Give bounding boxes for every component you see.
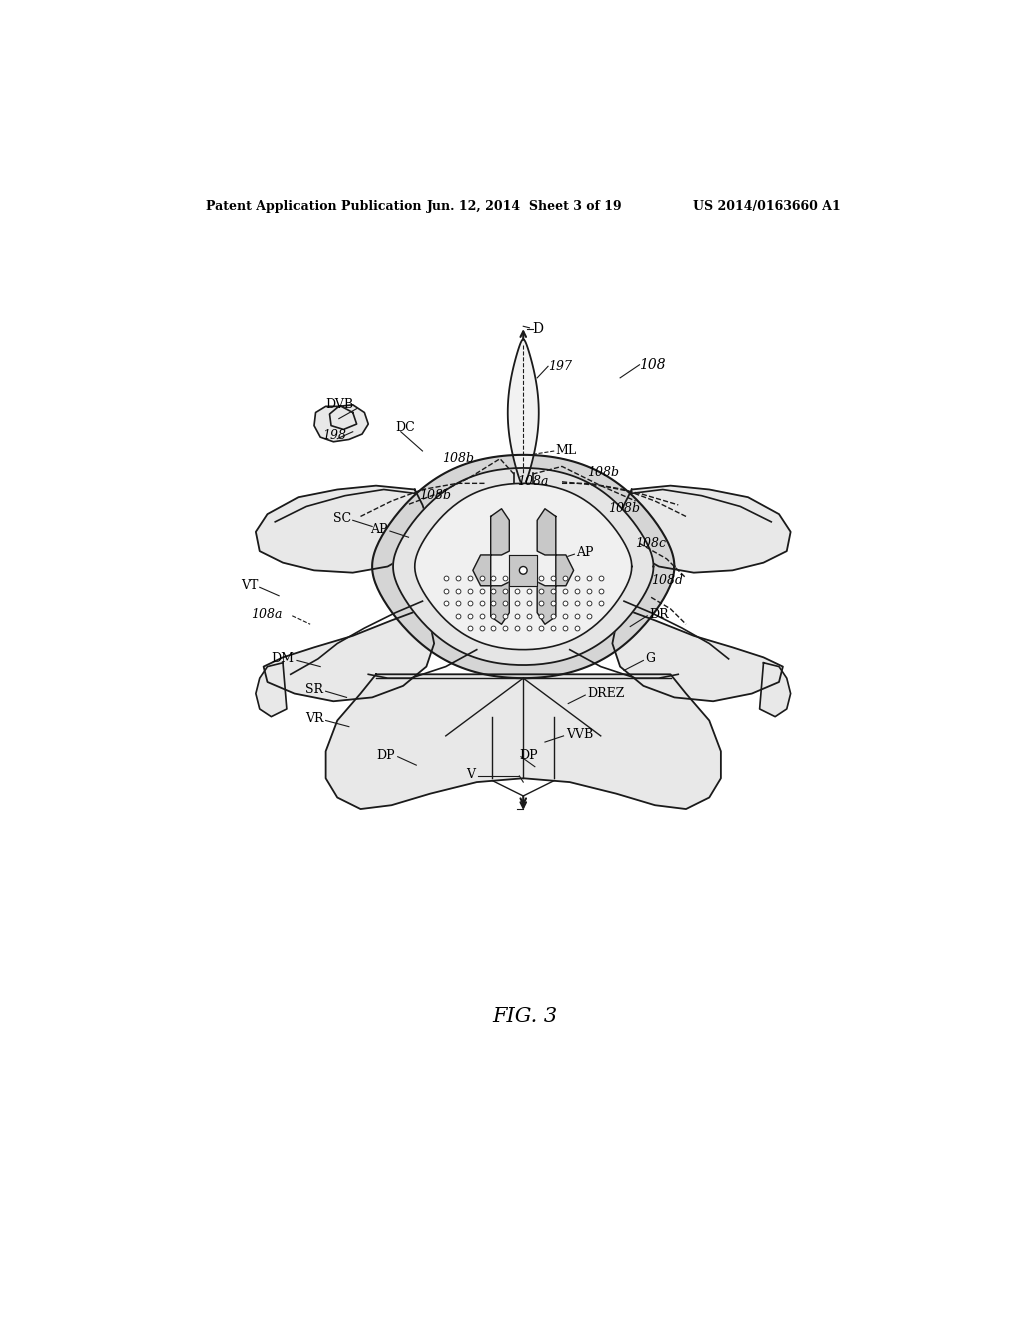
Text: SC: SC	[333, 512, 351, 525]
Polygon shape	[612, 609, 783, 701]
Text: DR: DR	[649, 607, 669, 620]
Text: DREZ: DREZ	[587, 686, 625, 700]
Text: 108a: 108a	[252, 607, 283, 620]
Text: 108b: 108b	[442, 453, 474, 465]
Text: 108: 108	[640, 358, 667, 372]
Polygon shape	[415, 483, 632, 649]
Polygon shape	[393, 469, 653, 665]
Text: VR: VR	[305, 713, 324, 726]
Polygon shape	[256, 663, 287, 717]
Text: DC: DC	[395, 421, 415, 434]
Text: 197: 197	[548, 360, 572, 372]
Polygon shape	[256, 486, 430, 573]
Text: G: G	[646, 652, 655, 665]
Text: V: V	[466, 768, 475, 781]
Text: 108a: 108a	[517, 475, 549, 488]
Circle shape	[519, 566, 527, 574]
Polygon shape	[509, 554, 538, 586]
Text: DP: DP	[519, 748, 538, 762]
Text: 108b: 108b	[419, 490, 451, 502]
Text: US 2014/0163660 A1: US 2014/0163660 A1	[693, 199, 841, 213]
Text: DM: DM	[271, 652, 295, 665]
Polygon shape	[326, 675, 721, 809]
Text: Jun. 12, 2014  Sheet 3 of 19: Jun. 12, 2014 Sheet 3 of 19	[427, 199, 623, 213]
Text: FIG. 3: FIG. 3	[493, 1007, 557, 1027]
Text: DVB: DVB	[326, 399, 353, 412]
Polygon shape	[372, 455, 675, 678]
Text: Patent Application Publication: Patent Application Publication	[206, 199, 421, 213]
Polygon shape	[473, 508, 509, 624]
Text: SR: SR	[305, 684, 324, 696]
Text: 108c: 108c	[636, 537, 667, 550]
Text: VVB: VVB	[566, 727, 593, 741]
Polygon shape	[538, 508, 573, 624]
Polygon shape	[508, 339, 539, 486]
Text: VT: VT	[241, 579, 258, 593]
Polygon shape	[314, 405, 369, 442]
Text: ML: ML	[556, 445, 577, 458]
Text: AP: AP	[575, 546, 594, 560]
Text: 108b: 108b	[587, 466, 618, 479]
Text: 108d: 108d	[651, 574, 683, 587]
Text: 198: 198	[322, 429, 346, 442]
Text: 108b: 108b	[608, 502, 640, 515]
Polygon shape	[760, 663, 791, 717]
Polygon shape	[616, 486, 791, 573]
Text: AP: AP	[370, 523, 388, 536]
Polygon shape	[263, 609, 434, 701]
Text: DP: DP	[377, 748, 395, 762]
Text: D: D	[532, 322, 544, 337]
